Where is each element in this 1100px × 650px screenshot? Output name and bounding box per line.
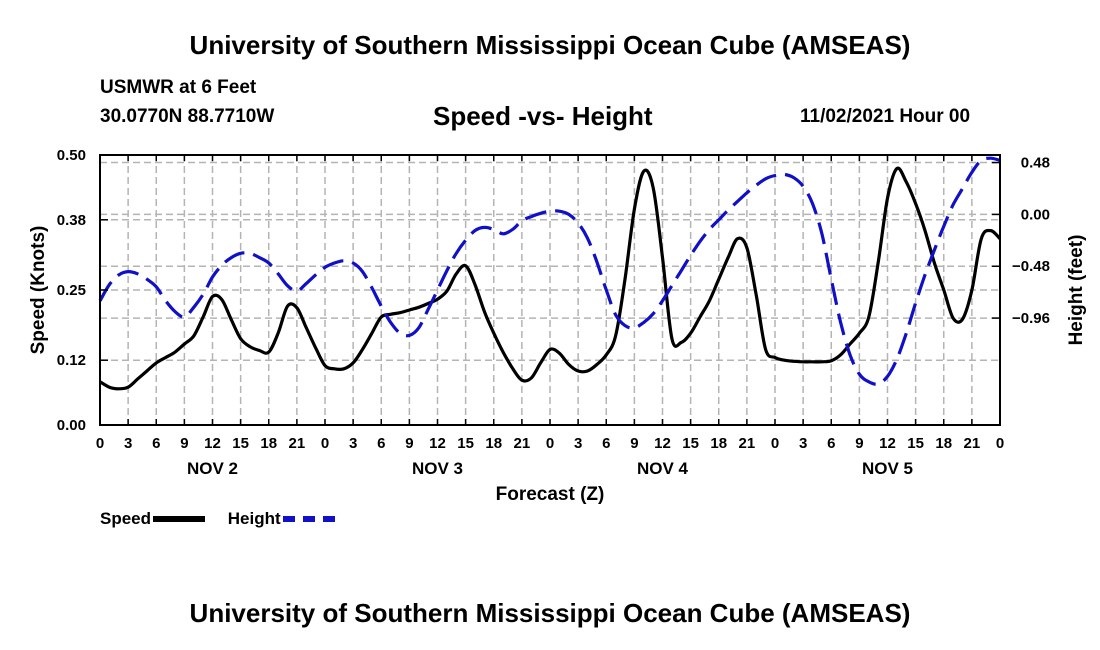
x-tick-label: 9 [180, 435, 188, 452]
chart-subtitle: Speed -vs- Height [433, 101, 653, 131]
day-label: NOV 5 [862, 459, 913, 478]
y-axis-title-left: Speed (Knots) [28, 226, 49, 355]
legend: Speed Height [100, 509, 353, 529]
x-tick-label: 21 [739, 435, 756, 452]
x-tick-label: 6 [152, 435, 160, 452]
x-tick-label: 3 [349, 435, 357, 452]
series-line-height [98, 156, 1001, 386]
legend-item-speed: Speed [100, 509, 206, 529]
day-label: NOV 4 [637, 459, 689, 478]
x-tick-label: 12 [879, 435, 896, 452]
x-tick-label: 15 [457, 435, 474, 452]
series-line-speed [99, 166, 1002, 391]
x-tick-label: 12 [204, 435, 221, 452]
x-tick-label: 15 [907, 435, 924, 452]
grid-layer [100, 155, 1000, 425]
y-tick-label-left: 0.25 [57, 282, 86, 299]
x-tick-label: 3 [799, 435, 807, 452]
x-tick-label: 21 [514, 435, 531, 452]
footer-title: University of Southern Mississippi Ocean… [189, 598, 911, 628]
x-axis-title: Forecast (Z) [496, 484, 605, 505]
main-title: University of Southern Mississippi Ocean… [189, 30, 911, 60]
axis-layer: 0 3 6 9 12 15 18 21 0 3 6 9 12 15 18 21 0 3 6 9 12 15 18 21 0 3 6 9… [28, 147, 1087, 505]
x-tick-label: 21 [289, 435, 306, 452]
y-tick-label-right: 0.00 [1021, 206, 1050, 223]
x-tick-label: 18 [260, 435, 277, 452]
x-tick-label: 3 [124, 435, 132, 452]
y-tick-label-left: 0.50 [57, 147, 86, 164]
y-tick-label-right: −0.96 [1012, 310, 1050, 327]
x-tick-label: 0 [996, 435, 1004, 452]
x-tick-label: 15 [682, 435, 699, 452]
run-time-label: 11/02/2021 Hour 00 [800, 106, 971, 127]
x-tick-label: 0 [771, 435, 779, 452]
x-tick-label: 3 [574, 435, 582, 452]
legend-swatch-speed [153, 516, 206, 522]
x-tick-label: 18 [485, 435, 502, 452]
x-tick-label: 18 [935, 435, 952, 452]
x-tick-label: 15 [232, 435, 249, 452]
legend-swatch-height [282, 516, 335, 522]
series-layer [98, 156, 1002, 391]
x-tick-label: 9 [855, 435, 863, 452]
legend-label-speed: Speed [100, 509, 152, 528]
x-tick-label: 12 [654, 435, 671, 452]
x-tick-label: 9 [405, 435, 413, 452]
y-tick-label-left: 0.38 [57, 212, 86, 229]
y-tick-label-right: 0.48 [1021, 155, 1050, 172]
x-tick-label: 0 [321, 435, 329, 452]
y-axis-title-right: Height (feet) [1066, 235, 1087, 346]
legend-label-height: Height [227, 509, 281, 528]
legend-item-height: Height [228, 509, 335, 529]
day-label: NOV 2 [187, 459, 238, 478]
y-tick-label-right: −0.48 [1012, 258, 1050, 275]
x-tick-label: 0 [546, 435, 554, 452]
x-tick-label: 18 [710, 435, 727, 452]
x-tick-label: 6 [827, 435, 835, 452]
x-tick-label: 21 [964, 435, 981, 452]
x-tick-label: 0 [96, 435, 104, 452]
x-tick-label: 6 [602, 435, 610, 452]
coordinates-label: 30.0770N 88.7710W [100, 106, 275, 127]
x-tick-label: 6 [377, 435, 385, 452]
day-label: NOV 3 [412, 459, 463, 478]
x-tick-label: 9 [630, 435, 638, 452]
x-tick-label: 12 [429, 435, 446, 452]
y-tick-label-left: 0.12 [57, 352, 86, 369]
station-label: USMWR at 6 Feet [100, 77, 257, 98]
y-tick-label-left: 0.00 [57, 417, 86, 434]
